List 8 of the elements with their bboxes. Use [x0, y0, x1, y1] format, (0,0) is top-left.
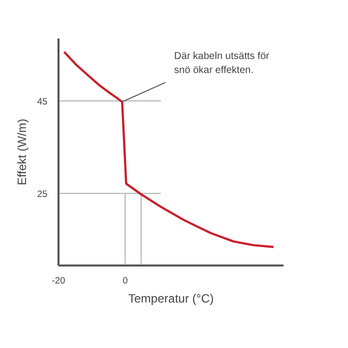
x-tick-label: -20 [52, 276, 66, 286]
x-axis-title: Temperatur (°C) [128, 292, 214, 306]
line-series [63, 50, 275, 248]
x-tick-label: 0 [122, 276, 128, 286]
annotation: Där kabeln utsätts för snö ökar effekten. [174, 51, 270, 76]
y-tick-label: 25 [37, 188, 48, 199]
y-axis-title: Effekt (W/m) [15, 118, 30, 186]
y-tick-label: 45 [37, 96, 48, 106]
